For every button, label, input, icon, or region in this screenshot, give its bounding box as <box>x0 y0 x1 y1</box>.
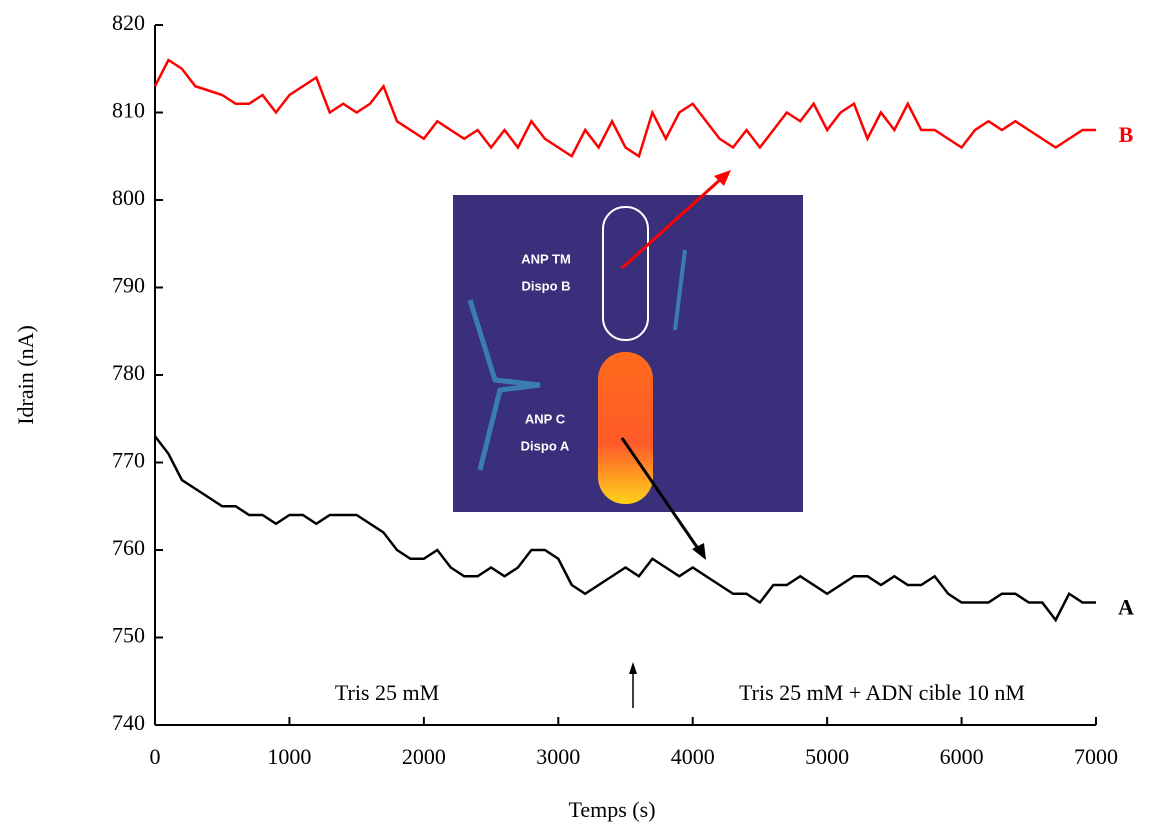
series-label: B <box>1119 122 1134 147</box>
series-label: A <box>1118 595 1134 620</box>
inset-bar <box>598 352 653 504</box>
y-tick-label: 820 <box>112 10 145 35</box>
x-tick-label: 3000 <box>536 744 580 769</box>
y-tick-label: 790 <box>112 273 145 298</box>
x-tick-label: 5000 <box>805 744 849 769</box>
inset-label: Dispo B <box>521 278 570 293</box>
x-tick-label: 2000 <box>402 744 446 769</box>
y-axis-label: Idrain (nA) <box>13 325 38 425</box>
y-tick-label: 780 <box>112 360 145 385</box>
inset-label: ANP TM <box>521 251 571 266</box>
x-tick-label: 4000 <box>671 744 715 769</box>
event-arrow-head <box>629 662 637 674</box>
x-tick-label: 7000 <box>1074 744 1118 769</box>
annotation: Tris 25 mM <box>335 680 439 705</box>
inset-label: ANP C <box>525 411 566 426</box>
arrow <box>620 176 724 270</box>
inset-image: ANP TM Dispo B ANP C Dispo A <box>453 170 803 560</box>
y-tick-label: 810 <box>112 98 145 123</box>
x-tick-label: 6000 <box>940 744 984 769</box>
x-tick-label: 1000 <box>267 744 311 769</box>
inset-label: Dispo A <box>521 438 570 453</box>
arrow <box>620 437 701 551</box>
y-tick-label: 770 <box>112 448 145 473</box>
x-axis-label: Temps (s) <box>568 797 655 822</box>
y-tick-label: 750 <box>112 623 145 648</box>
series-line <box>153 58 1096 159</box>
arrow-head <box>714 170 731 186</box>
series-line <box>154 435 1096 623</box>
y-tick-label: 740 <box>112 710 145 735</box>
y-tick-label: 760 <box>112 535 145 560</box>
annotation: Tris 25 mM + ADN cible 10 nM <box>739 680 1025 705</box>
inset-outline <box>602 206 649 341</box>
x-tick-label: 0 <box>150 744 161 769</box>
y-tick-label: 800 <box>112 185 145 210</box>
inset-structure <box>467 299 541 471</box>
inset-structure <box>673 249 687 331</box>
arrow-head <box>692 543 706 560</box>
